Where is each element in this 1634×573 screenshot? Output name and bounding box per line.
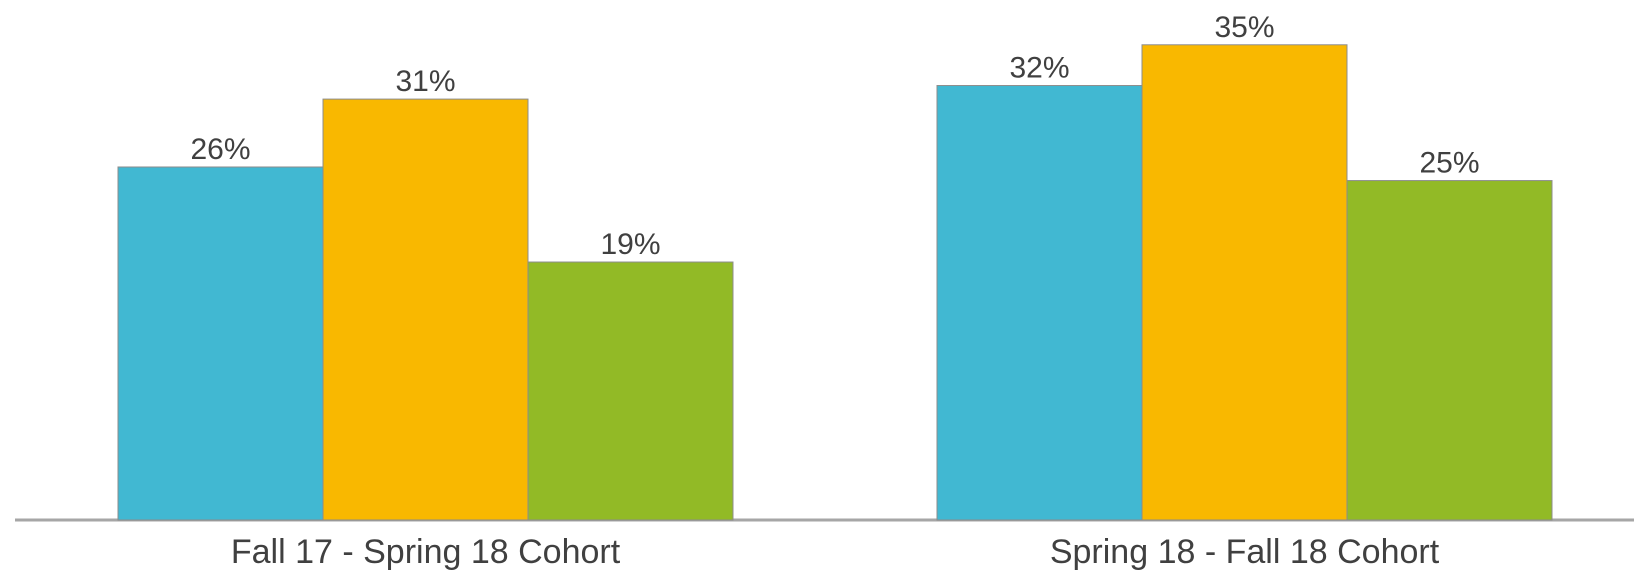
bar-2-2 [1141, 44, 1348, 521]
data-label-1-3: 19% [600, 228, 660, 261]
bar-2-1 [936, 85, 1143, 521]
data-label-2-2: 35% [1214, 11, 1274, 44]
category-labels-group: Fall 17 - Spring 18 Cohort Spring 18 - Fa… [231, 533, 1440, 571]
data-label-2-1: 32% [1009, 52, 1069, 85]
bars-group [117, 44, 1553, 521]
bar-1-3 [527, 261, 734, 521]
bar-1-2 [322, 98, 529, 521]
data-labels-group: 26% 31% 19% 32% 35% 25% [190, 11, 1479, 261]
bar-1-1 [117, 166, 324, 521]
data-label-1-1: 26% [190, 133, 250, 166]
category-label-2: Spring 18 - Fall 18 Cohort [1050, 533, 1440, 571]
data-label-1-2: 31% [395, 65, 455, 98]
category-label-1: Fall 17 - Spring 18 Cohort [231, 533, 621, 571]
data-label-2-3: 25% [1419, 147, 1479, 180]
bar-2-3 [1346, 180, 1553, 521]
